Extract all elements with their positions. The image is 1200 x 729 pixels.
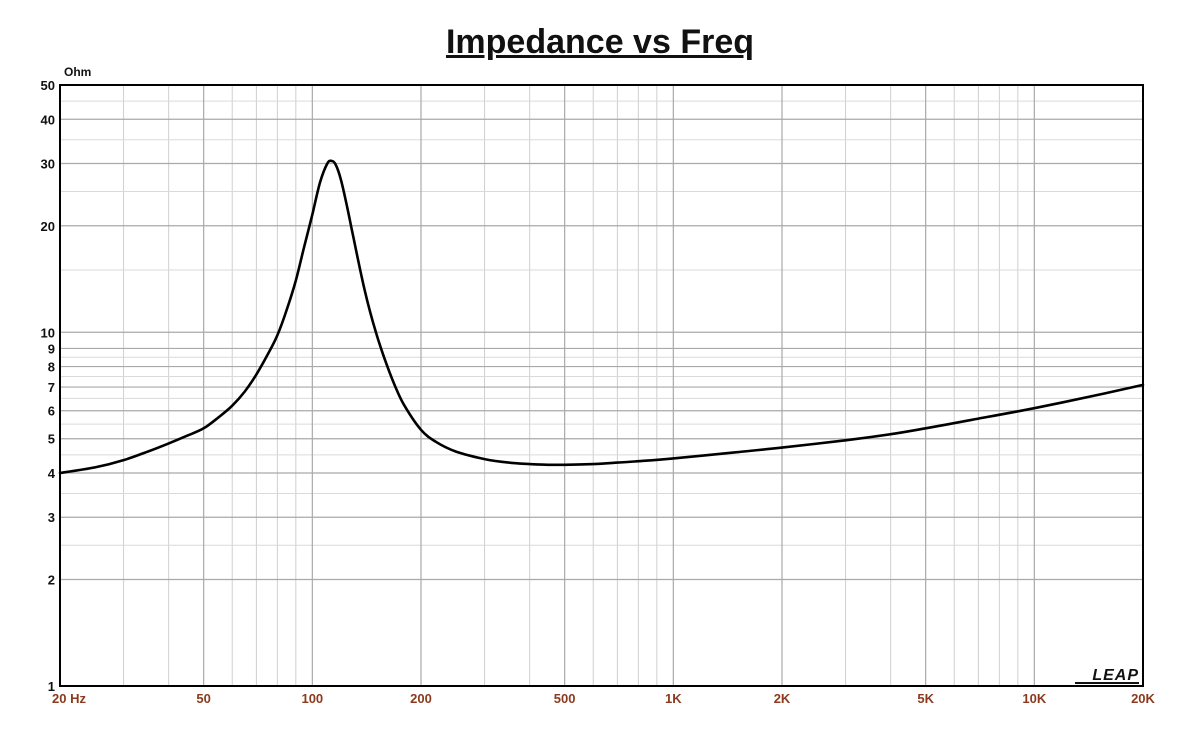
- y-axis-unit-label: Ohm: [64, 65, 91, 79]
- impedance-curve: [58, 159, 1145, 475]
- x-tick-label: 20K: [1131, 691, 1155, 706]
- y-tick-label: 8: [48, 360, 55, 375]
- plot-area: [59, 84, 1144, 687]
- y-tick-label: 7: [48, 380, 55, 395]
- y-tick-label: 40: [41, 112, 55, 127]
- x-axis-ticks: 20 Hz 50 100 200 500 1K 2K 5K 10K 20K: [52, 691, 1156, 706]
- x-tick-label: 20 Hz: [52, 691, 86, 706]
- leap-logo: LEAP: [1075, 667, 1139, 684]
- y-tick-label: 20: [41, 219, 55, 234]
- y-tick-label: 4: [48, 466, 56, 481]
- x-tick-label: 200: [410, 691, 432, 706]
- grid-major: [60, 85, 1143, 686]
- x-tick-label: 2K: [774, 691, 791, 706]
- x-tick-label: 1K: [665, 691, 682, 706]
- x-tick-label: 100: [301, 691, 323, 706]
- y-tick-label: 50: [41, 78, 55, 93]
- x-tick-label: 50: [196, 691, 210, 706]
- y-tick-label: 9: [48, 341, 55, 356]
- y-tick-label: 30: [41, 156, 55, 171]
- x-tick-label: 10K: [1022, 691, 1046, 706]
- chart-title: Impedance vs Freq: [445, 23, 754, 61]
- x-tick-label: 5K: [917, 691, 934, 706]
- leap-logo-text: LEAP: [1092, 667, 1139, 684]
- y-tick-label: 3: [48, 510, 55, 525]
- y-tick-label: 10: [41, 325, 55, 340]
- grid-minor: [60, 85, 1143, 686]
- y-tick-label: 6: [48, 404, 55, 419]
- y-tick-label: 1: [48, 679, 55, 694]
- x-tick-label: 500: [554, 691, 576, 706]
- y-axis-ticks: 1 2 3 4 5 6 7 8 910 20 30 40 50: [41, 78, 56, 694]
- y-tick-label: 5: [48, 432, 55, 447]
- y-tick-label: 2: [48, 573, 55, 588]
